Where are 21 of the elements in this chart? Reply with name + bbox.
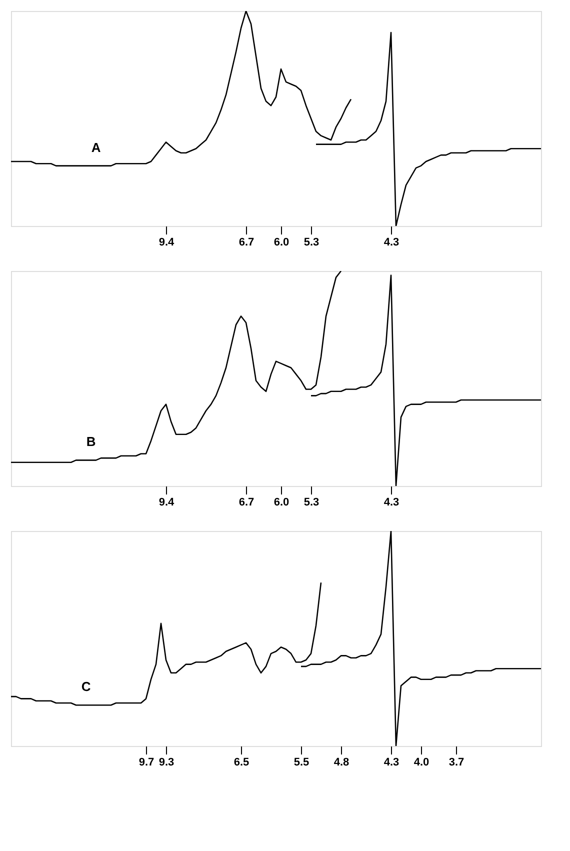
x-tick-label: 5.3	[304, 236, 320, 248]
x-tick-label: 9.4	[158, 236, 176, 248]
x-tick-label: 4.0	[414, 756, 430, 768]
x-tick-label: 4.8	[334, 756, 350, 768]
x-tick-label: 6.5	[234, 756, 250, 768]
x-tick-label: 6.7	[238, 496, 254, 508]
series-label: C	[81, 679, 92, 694]
series-label: A	[91, 140, 102, 155]
x-tick-label: 5.5	[294, 756, 310, 768]
x-tick-label: 9.4	[158, 496, 176, 508]
x-tick-label: 6.0	[274, 496, 290, 508]
x-tick-label: 6.0	[274, 236, 290, 248]
x-tick-label: 9.3	[158, 756, 174, 768]
x-tick-label: 6.7	[238, 236, 254, 248]
x-tick-label: 4.3	[384, 236, 400, 248]
x-tick-label: 4.3	[384, 496, 400, 508]
series-label: B	[86, 434, 96, 450]
x-tick-label: 4.3	[384, 756, 400, 768]
x-tick-label: 3.7	[448, 756, 464, 768]
x-tick-label: 9.7	[138, 756, 154, 768]
x-tick-label: 5.3	[304, 496, 320, 508]
